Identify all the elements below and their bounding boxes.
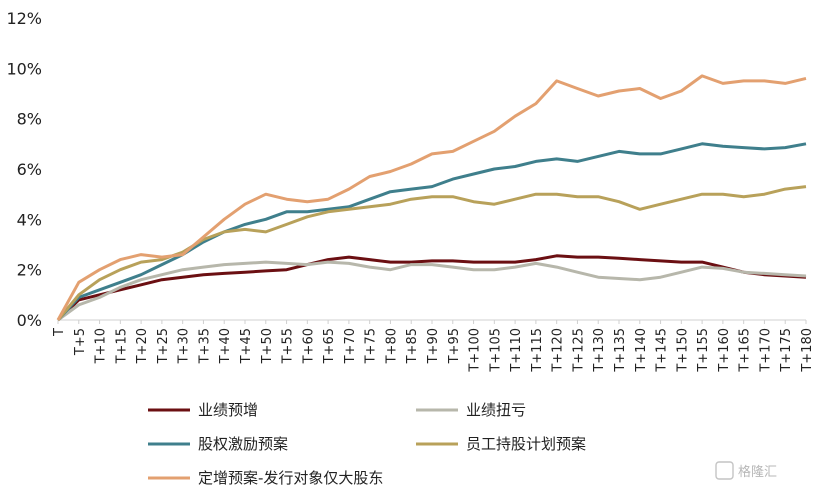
- watermark: 格隆汇: [715, 461, 777, 480]
- y-tick-label: 10%: [6, 59, 42, 78]
- watermark-logo-icon: [715, 461, 734, 480]
- x-tick-label: T+95: [447, 328, 462, 364]
- x-tick-label: T+20: [135, 328, 150, 364]
- x-tick-label: T+25: [156, 328, 171, 364]
- x-tick-label: T+135: [613, 328, 628, 373]
- x-tick-label: T+155: [696, 328, 711, 373]
- x-tick-label: T+105: [488, 328, 503, 373]
- x-tick-label: T+130: [592, 328, 607, 373]
- x-tick-label: T+55: [281, 328, 296, 364]
- x-tick-label: T+100: [468, 328, 483, 373]
- series-line-1: [57, 260, 807, 322]
- x-tick-label: T+175: [779, 328, 794, 373]
- x-tick-label: T+165: [738, 328, 753, 373]
- x-tick-label: T+5: [73, 328, 88, 356]
- y-tick-label: 0%: [17, 311, 42, 330]
- y-tick-label: 4%: [17, 210, 42, 229]
- x-tick-label: T+120: [551, 328, 566, 373]
- x-tick-label: T+60: [301, 328, 316, 364]
- legend-label-0: 业绩预增: [198, 401, 258, 419]
- x-tick-label: T+140: [634, 328, 649, 373]
- series-lines: [56, 74, 807, 322]
- x-tick-label: T+145: [655, 328, 670, 373]
- x-tick-label: T+70: [343, 328, 358, 364]
- x-tick-label: T+160: [717, 328, 732, 373]
- y-axis-ticks: 0% 2% 4% 6% 8% 10% 12%: [6, 9, 42, 330]
- y-tick-label: 6%: [17, 160, 42, 179]
- x-tick-label: T+15: [114, 328, 129, 364]
- x-tick-label: T+150: [675, 328, 690, 373]
- x-tick-label: T+40: [218, 328, 233, 364]
- x-tick-label: T+85: [405, 328, 420, 364]
- series-line-4: [56, 74, 807, 321]
- watermark-text: 格隆汇: [738, 464, 777, 480]
- x-tick-label: T+90: [426, 328, 441, 364]
- y-tick-label: 2%: [17, 261, 42, 280]
- x-tick-label: T+75: [364, 328, 379, 364]
- series-line-0: [56, 254, 807, 322]
- x-tick-label: T+170: [758, 328, 773, 373]
- x-tick-label: T+115: [530, 328, 545, 373]
- x-tick-label: T+10: [94, 328, 109, 364]
- series-line-3: [56, 185, 807, 321]
- legend-label-3: 员工持股计划预案: [466, 435, 586, 453]
- x-tick-label: T+45: [239, 328, 254, 364]
- x-tick-label: T+35: [197, 328, 212, 364]
- y-tick-label: 8%: [17, 110, 42, 129]
- x-tick-label: T+50: [260, 328, 275, 364]
- legend-label-4: 定增预案-发行对象仅大股东: [198, 469, 383, 487]
- x-tick-label: T+65: [322, 328, 337, 364]
- x-tick-label: T+80: [384, 328, 399, 364]
- legend-label-1: 业绩扭亏: [466, 401, 526, 419]
- x-tick-label: T: [52, 328, 67, 337]
- x-axis-ticks: T T+5 T+10 T+15 T+20 T+25 T+30 T+35 T+40 T+45 T+50…: [52, 320, 815, 373]
- x-tick-label: T+125: [571, 328, 586, 373]
- series-line-2: [56, 142, 807, 322]
- x-tick-label: T+30: [177, 328, 192, 364]
- x-tick-label: T+110: [509, 328, 524, 373]
- x-tick-label: T+180: [800, 328, 815, 373]
- legend-label-2: 股权激励预案: [198, 435, 288, 453]
- y-tick-label: 12%: [6, 9, 42, 28]
